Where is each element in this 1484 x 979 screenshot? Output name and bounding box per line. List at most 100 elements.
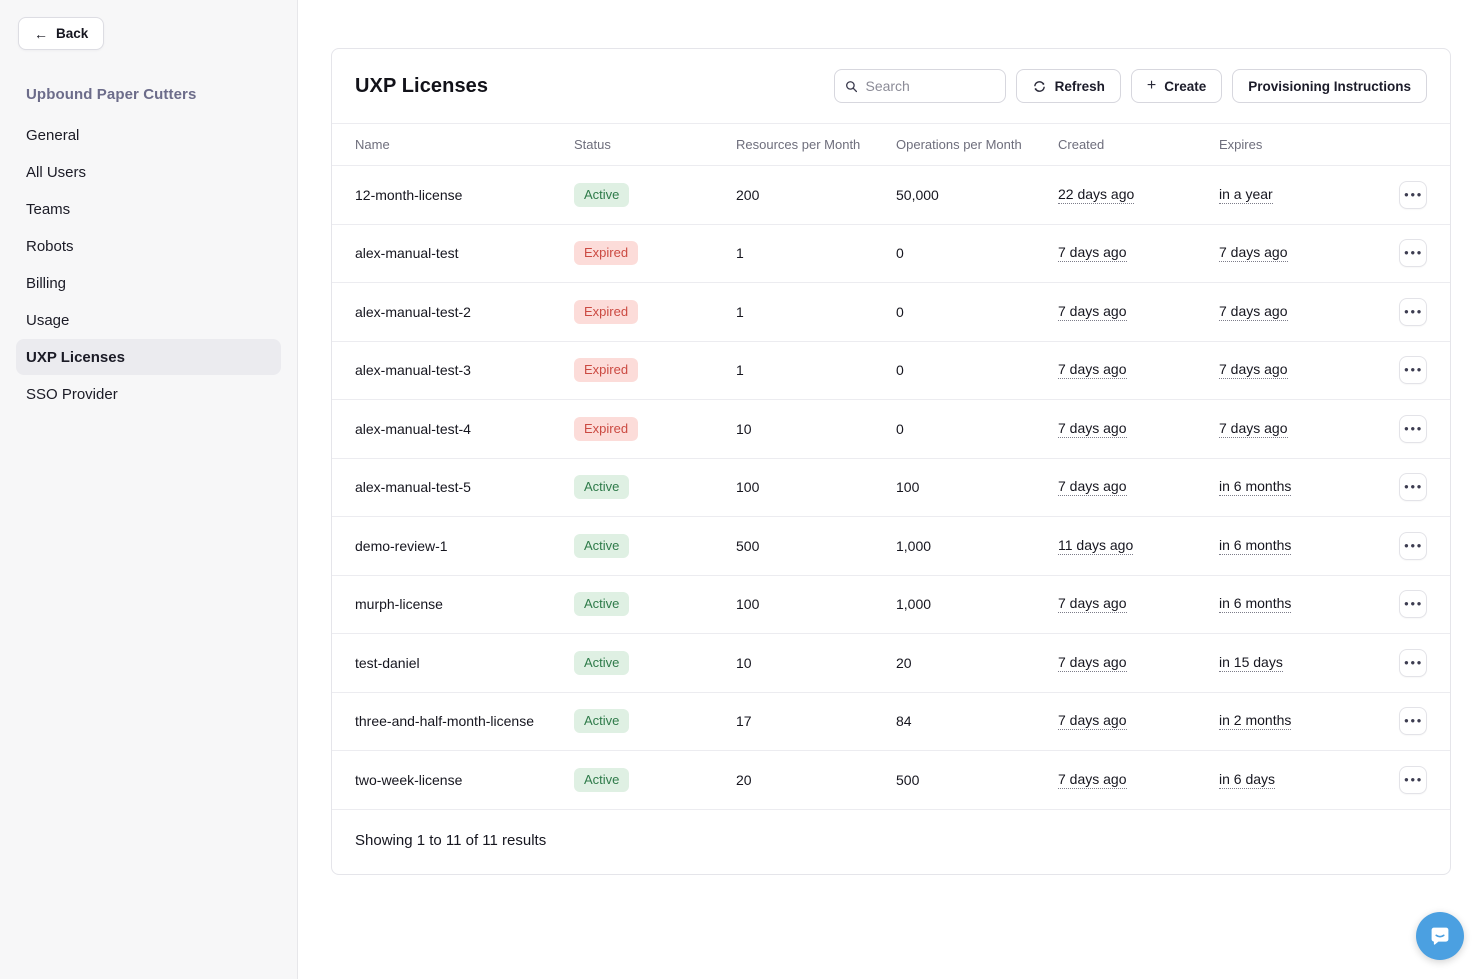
card-header: UXP Licenses Refresh — [332, 49, 1450, 124]
row-actions-button[interactable]: ●●● — [1399, 707, 1427, 736]
column-header-name: Name — [355, 137, 390, 152]
created-date: 22 days ago — [1058, 185, 1135, 204]
expires-date: in 15 days — [1219, 653, 1283, 672]
create-button[interactable]: + Create — [1130, 69, 1223, 103]
license-name: demo-review-1 — [355, 537, 448, 554]
toolbar: Refresh + Create Provisioning Instructio… — [833, 69, 1427, 103]
resources-per-month: 1 — [736, 245, 744, 262]
table-row: alex-manual-test-3 Expired 1 0 7 days ag… — [332, 342, 1450, 400]
refresh-button[interactable]: Refresh — [1015, 69, 1121, 103]
license-name: murph-license — [355, 596, 443, 613]
operations-per-month: 0 — [896, 362, 904, 379]
row-actions-button[interactable]: ●●● — [1399, 648, 1427, 677]
chat-launcher-button[interactable] — [1416, 912, 1464, 960]
expires-date: 7 days ago — [1219, 419, 1288, 438]
status-badge: Active — [574, 182, 630, 207]
card-footer: Showing 1 to 11 of 11 results — [332, 810, 1450, 874]
created-date: 7 days ago — [1058, 361, 1127, 380]
status-badge: Expired — [574, 358, 639, 383]
refresh-icon — [1033, 80, 1045, 92]
resources-per-month: 20 — [736, 771, 752, 788]
resources-per-month: 17 — [736, 713, 752, 730]
column-header-resources-per-month: Resources per Month — [736, 137, 861, 152]
row-actions-button[interactable]: ●●● — [1399, 414, 1427, 443]
license-name: two-week-license — [355, 771, 463, 788]
row-actions-button[interactable]: ●●● — [1399, 297, 1427, 326]
expires-date: in 6 days — [1219, 770, 1276, 789]
created-date: 7 days ago — [1058, 770, 1127, 789]
sidebar-item-general[interactable]: General — [16, 117, 281, 153]
license-name: three-and-half-month-license — [355, 713, 534, 730]
ellipsis-icon: ●●● — [1404, 774, 1423, 784]
license-name: alex-manual-test-2 — [355, 303, 471, 320]
row-actions-button[interactable]: ●●● — [1399, 765, 1427, 794]
sidebar-item-usage[interactable]: Usage — [16, 302, 281, 338]
operations-per-month: 0 — [896, 303, 904, 320]
row-actions-button[interactable]: ●●● — [1399, 180, 1427, 209]
ellipsis-icon: ●●● — [1404, 189, 1423, 199]
license-name: alex-manual-test — [355, 245, 459, 262]
status-badge: Active — [574, 475, 630, 500]
expires-date: in 6 months — [1219, 478, 1292, 497]
table-row: three-and-half-month-license Active 17 8… — [332, 693, 1450, 751]
status-badge: Expired — [574, 299, 639, 324]
sidebar-item-sso-provider[interactable]: SSO Provider — [16, 376, 281, 412]
operations-per-month: 100 — [896, 479, 920, 496]
row-actions-button[interactable]: ●●● — [1399, 590, 1427, 619]
back-button[interactable]: ← Back — [18, 17, 105, 50]
status-badge: Active — [574, 592, 630, 617]
sidebar-item-robots[interactable]: Robots — [16, 228, 281, 264]
row-actions-button[interactable]: ●●● — [1399, 531, 1427, 560]
sidebar-item-billing[interactable]: Billing — [16, 265, 281, 301]
expires-date: 7 days ago — [1219, 302, 1288, 321]
table-row: alex-manual-test-2 Expired 1 0 7 days ag… — [332, 283, 1450, 342]
sidebar-item-teams[interactable]: Teams — [16, 191, 281, 227]
ellipsis-icon: ●●● — [1404, 306, 1423, 316]
table-row: demo-review-1 Active 500 1,000 11 days a… — [332, 517, 1450, 576]
main-content: UXP Licenses Refresh — [298, 0, 1484, 979]
search-box[interactable] — [833, 69, 1006, 103]
sidebar-item-label: Robots — [26, 237, 74, 255]
status-badge: Active — [574, 650, 630, 675]
ellipsis-icon: ●●● — [1404, 657, 1423, 667]
table-row: alex-manual-test-5 Active 100 100 7 days… — [332, 459, 1450, 517]
created-date: 7 days ago — [1058, 595, 1127, 614]
row-actions-button[interactable]: ●●● — [1399, 239, 1427, 268]
created-date: 7 days ago — [1058, 653, 1127, 672]
license-name: alex-manual-test-5 — [355, 479, 471, 496]
row-actions-button[interactable]: ●●● — [1399, 356, 1427, 385]
table-row: two-week-license Active 20 500 7 days ag… — [332, 751, 1450, 810]
sidebar-item-label: All Users — [26, 163, 87, 181]
operations-per-month: 50,000 — [896, 186, 939, 203]
row-actions-button[interactable]: ●●● — [1399, 473, 1427, 502]
column-header-created: Created — [1058, 137, 1105, 152]
resources-per-month: 10 — [736, 420, 752, 437]
status-badge: Active — [574, 709, 630, 734]
page-title: UXP Licenses — [355, 74, 489, 97]
sidebar-item-label: UXP Licenses — [26, 348, 125, 366]
sidebar-item-uxp-licenses[interactable]: UXP Licenses — [16, 339, 281, 375]
provisioning-instructions-label: Provisioning Instructions — [1248, 78, 1411, 94]
operations-per-month: 1,000 — [896, 596, 932, 613]
column-header-operations-per-month: Operations per Month — [896, 137, 1022, 152]
column-header-status: Status — [574, 137, 611, 152]
operations-per-month: 1,000 — [896, 537, 932, 554]
provisioning-instructions-button[interactable]: Provisioning Instructions — [1232, 69, 1427, 103]
sidebar-item-all-users[interactable]: All Users — [16, 154, 281, 190]
table-row: alex-manual-test-4 Expired 10 0 7 days a… — [332, 400, 1450, 459]
status-badge: Expired — [574, 241, 639, 266]
expires-date: 7 days ago — [1219, 244, 1288, 263]
back-button-label: Back — [56, 26, 89, 41]
table-body: 12-month-license Active 20 0 50,000 22 da… — [332, 166, 1450, 810]
expires-date: in 2 months — [1219, 712, 1292, 731]
ellipsis-icon: ●●● — [1404, 540, 1423, 550]
sidebar-item-label: SSO Provider — [26, 385, 118, 403]
status-badge: Active — [574, 767, 630, 792]
license-name: alex-manual-test-3 — [355, 362, 471, 379]
created-date: 7 days ago — [1058, 478, 1127, 497]
license-name: 12-month-license — [355, 186, 463, 203]
search-input[interactable] — [865, 78, 995, 94]
resources-per-month: 100 — [736, 596, 760, 613]
resources-per-month: 10 — [736, 654, 752, 671]
sidebar-nav: General All Users Teams Robots Billing Usage U… — [16, 117, 281, 412]
